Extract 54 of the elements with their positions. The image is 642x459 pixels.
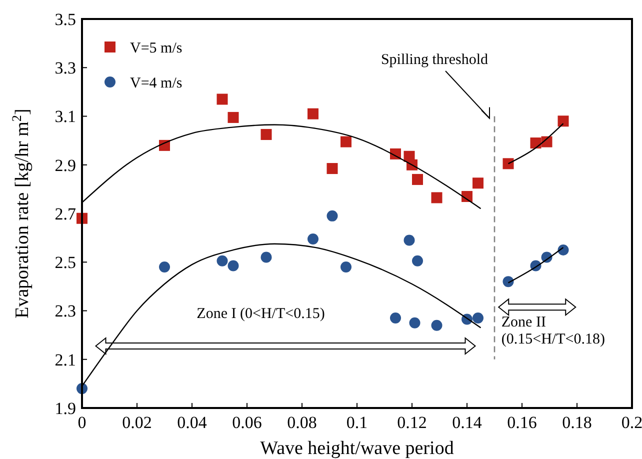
legend-label: V=4 m/s	[130, 75, 182, 92]
point	[308, 108, 318, 120]
point	[260, 128, 272, 140]
point	[502, 158, 514, 170]
x-tick-label: 0.1	[346, 413, 368, 432]
point	[390, 312, 401, 324]
y-tick-label: 2.5	[54, 253, 76, 272]
point	[159, 261, 170, 272]
point	[431, 192, 442, 204]
x-tick-label: 0.18	[562, 413, 592, 432]
point	[431, 320, 442, 331]
point	[530, 137, 542, 148]
point	[308, 234, 318, 245]
legend-label: V=5 m/s	[130, 40, 182, 56]
point	[340, 261, 352, 272]
x-tick-label: 0.08	[287, 413, 317, 432]
y-tick-label: 2.3	[54, 302, 76, 321]
x-tick-label: 0.04	[177, 413, 208, 432]
point	[228, 260, 239, 272]
point	[412, 174, 423, 185]
annotation: Zone II	[501, 314, 546, 331]
point	[412, 255, 423, 266]
x-tick-label: 0.16	[507, 413, 537, 432]
y-tick-label: 1.9	[54, 398, 76, 418]
point	[340, 136, 352, 148]
point	[326, 210, 338, 222]
point	[558, 116, 569, 127]
y-tick-label: 3.5	[54, 10, 76, 29]
y-tick-label: 2.9	[54, 156, 76, 175]
x-tick-label: 0.14	[452, 413, 482, 432]
x-tick-label: 0	[78, 413, 86, 432]
x-tick-label: 0.06	[232, 413, 262, 432]
y-tick-label: 2.7	[54, 204, 76, 224]
point	[260, 252, 272, 263]
x-tick-label: 0.12	[397, 413, 427, 432]
point	[502, 276, 514, 288]
x-tick-label: 0.2	[621, 413, 642, 432]
point	[558, 244, 569, 256]
y-tick-label: 2.1	[54, 350, 76, 370]
annotation: (0.15<H/T<0.18)	[501, 332, 605, 348]
x-axis-title: Wave height/wave period	[260, 438, 454, 459]
x-tick-label: 0.02	[122, 413, 152, 432]
point	[404, 234, 415, 246]
point	[216, 255, 228, 266]
point	[409, 317, 420, 328]
point	[472, 178, 484, 189]
y-tick-label: 3.1	[54, 107, 76, 126]
y-tick-label: 3.3	[54, 58, 76, 78]
point	[228, 112, 239, 123]
ref-line-label: Spilling threshold	[380, 52, 489, 68]
point	[326, 163, 338, 174]
point	[216, 94, 228, 105]
annotation: Zone I (0<H/T<0.15)	[196, 306, 325, 322]
point	[472, 312, 484, 324]
